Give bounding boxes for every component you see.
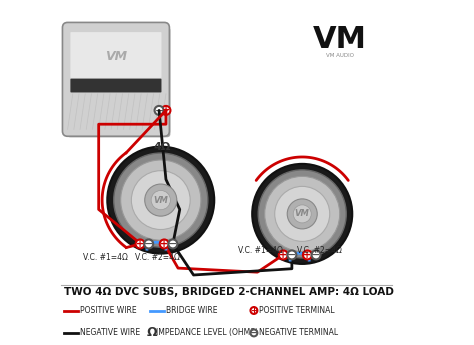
Circle shape	[144, 239, 153, 248]
Circle shape	[258, 170, 346, 258]
Text: TWO 4Ω DVC SUBS, BRIDGED 2-CHANNEL AMP: 4Ω LOAD: TWO 4Ω DVC SUBS, BRIDGED 2-CHANNEL AMP: …	[64, 287, 394, 296]
Text: +: +	[279, 250, 287, 260]
Text: +: +	[250, 306, 257, 315]
FancyBboxPatch shape	[70, 79, 162, 92]
Text: POSITIVE WIRE: POSITIVE WIRE	[80, 306, 137, 315]
Circle shape	[275, 186, 330, 242]
Text: Ω: Ω	[147, 326, 157, 339]
Text: VM: VM	[105, 50, 127, 63]
Text: −: −	[250, 328, 258, 338]
Text: +: +	[160, 239, 168, 249]
Text: −: −	[155, 106, 164, 115]
Circle shape	[136, 239, 145, 248]
Text: +: +	[303, 250, 311, 260]
Circle shape	[287, 250, 296, 259]
Circle shape	[264, 176, 340, 252]
Circle shape	[279, 250, 288, 259]
Circle shape	[168, 239, 177, 248]
Text: −: −	[168, 239, 178, 249]
Circle shape	[287, 199, 317, 229]
Circle shape	[250, 329, 257, 336]
Circle shape	[107, 147, 214, 254]
Circle shape	[250, 307, 257, 314]
Circle shape	[151, 190, 171, 210]
Text: POSITIVE TERMINAL: POSITIVE TERMINAL	[259, 306, 335, 315]
Text: −: −	[144, 239, 154, 249]
Circle shape	[121, 160, 201, 240]
Text: V.C. #1=4Ω: V.C. #1=4Ω	[238, 246, 283, 255]
Text: BRIDGE WIRE: BRIDGE WIRE	[166, 306, 218, 315]
Text: VM: VM	[313, 25, 367, 54]
Text: −: −	[311, 250, 321, 260]
Text: 4Ω: 4Ω	[154, 142, 171, 151]
Circle shape	[114, 153, 208, 247]
Text: +: +	[136, 239, 144, 249]
Text: NEGATIVE WIRE: NEGATIVE WIRE	[80, 328, 140, 337]
Text: V.C. #2=4Ω: V.C. #2=4Ω	[297, 246, 342, 255]
Circle shape	[155, 106, 164, 115]
Text: −: −	[287, 250, 297, 260]
Circle shape	[160, 239, 169, 248]
Circle shape	[293, 205, 311, 223]
Text: V.C. #1=4Ω: V.C. #1=4Ω	[83, 253, 128, 262]
Text: VM: VM	[295, 209, 310, 218]
FancyBboxPatch shape	[70, 32, 162, 78]
Text: IMPEDANCE LEVEL (OHMS): IMPEDANCE LEVEL (OHMS)	[156, 328, 258, 337]
Circle shape	[303, 250, 312, 259]
Text: V.C. #2=4Ω: V.C. #2=4Ω	[135, 253, 180, 262]
Text: +: +	[162, 106, 170, 115]
Circle shape	[252, 164, 352, 264]
FancyBboxPatch shape	[63, 22, 169, 136]
Circle shape	[131, 171, 190, 229]
Text: VM: VM	[154, 196, 168, 205]
FancyBboxPatch shape	[67, 27, 171, 137]
Text: NEGATIVE TERMINAL: NEGATIVE TERMINAL	[259, 328, 338, 337]
Circle shape	[145, 184, 177, 216]
Circle shape	[162, 106, 171, 115]
Circle shape	[311, 250, 320, 259]
Text: VM AUDIO: VM AUDIO	[326, 53, 354, 58]
